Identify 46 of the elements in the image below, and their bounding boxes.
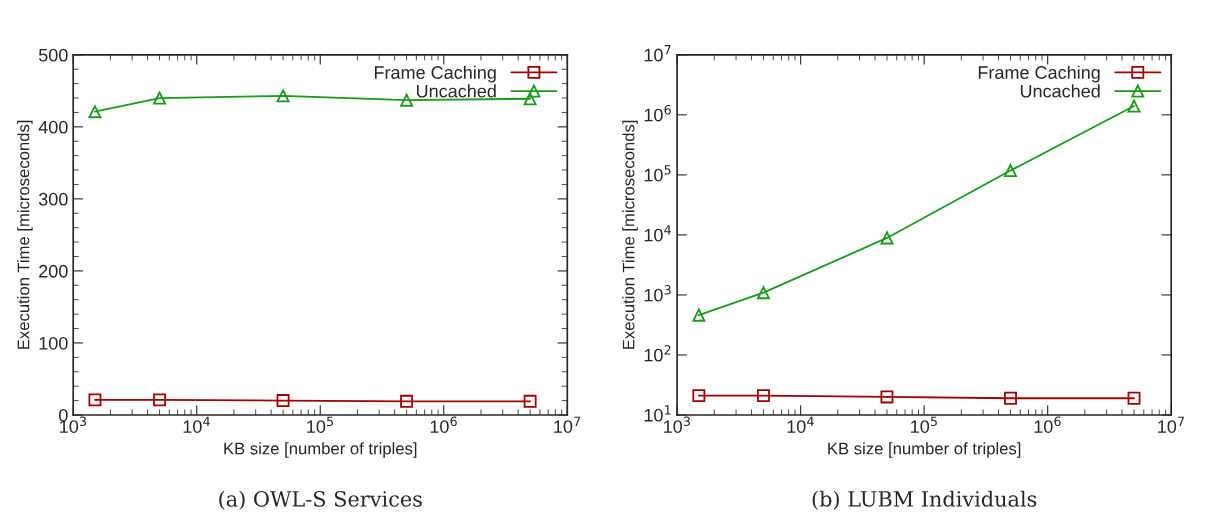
- y-tick-label: 500: [38, 48, 68, 62]
- y-tick-label: 10$^{3}$: [644, 285, 671, 302]
- text: (b) LUBM Individuals: [812, 490, 1037, 510]
- y-axis-title: Execution Time [microseconds]: [17, 120, 33, 349]
- x-axis-title: KB size [number of triples]: [828, 442, 1021, 458]
- point: [153, 91, 167, 105]
- y-tick-label: 10$^{7}$: [644, 45, 671, 62]
- point: [1127, 99, 1141, 113]
- x-tick-label: 10$^{5}$: [911, 416, 937, 433]
- y-tick-label: 200: [39, 264, 68, 278]
- legend-label: Frame Caching: [978, 65, 1100, 83]
- y-tick-label: 100: [39, 336, 68, 350]
- x-tick-label: 10$^{6}$: [1034, 416, 1061, 433]
- point: [880, 231, 894, 245]
- x-tick-label: 10$^{4}$: [183, 416, 210, 433]
- y-tick-label: 300: [38, 192, 68, 206]
- legend-label: Uncached: [1020, 84, 1100, 98]
- x-tick-label: 10$^{3}$: [664, 416, 690, 433]
- point: [756, 286, 770, 300]
- point: [276, 89, 290, 103]
- point: [153, 393, 167, 407]
- point: [523, 394, 537, 408]
- point: [523, 92, 537, 106]
- y-tick-label: 400: [38, 120, 68, 134]
- y-tick-label: 10$^{6}$: [644, 104, 671, 122]
- x-tick-label: 10$^{7}$: [1158, 416, 1184, 433]
- point: [1004, 391, 1017, 405]
- y-tick-label: 10$^{5}$: [644, 165, 671, 182]
- point: [400, 394, 414, 408]
- text: (a) OWL-S Services: [219, 490, 422, 510]
- point: [1004, 164, 1017, 178]
- legend-label: Uncached: [416, 84, 496, 98]
- point: [1127, 391, 1141, 405]
- legend-label: Frame Caching: [374, 65, 496, 83]
- y-axis-title: Execution Time [microseconds]: [622, 120, 638, 349]
- y-tick-label: 10$^{2}$: [644, 345, 671, 362]
- x-tick-label: 10$^{5}$: [307, 416, 333, 433]
- x-tick-label: 10$^{7}$: [554, 416, 581, 433]
- x-axis-title: KB size [number of triples]: [224, 442, 417, 458]
- point: [400, 93, 414, 107]
- point: [880, 390, 894, 404]
- x-tick-label: 10$^{6}$: [430, 416, 457, 433]
- point: [276, 394, 290, 408]
- y-tick-label: 10$^{4}$: [644, 225, 671, 242]
- x-tick-label: 10$^{4}$: [787, 416, 814, 433]
- point: [756, 389, 770, 403]
